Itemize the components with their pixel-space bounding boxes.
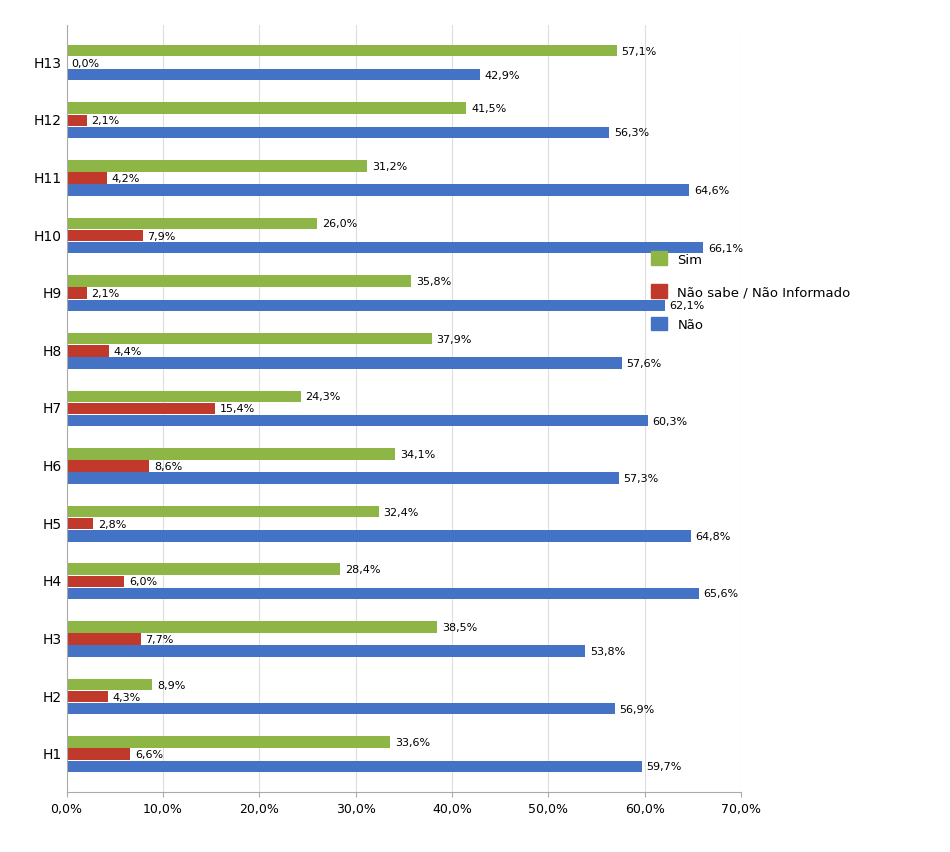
Text: 59,7%: 59,7% <box>647 762 682 771</box>
Bar <box>66 506 379 518</box>
Text: 0,0%: 0,0% <box>71 59 100 68</box>
Text: 4,3%: 4,3% <box>113 692 141 702</box>
Bar <box>66 564 340 575</box>
Bar <box>66 333 431 345</box>
Text: 53,8%: 53,8% <box>590 647 625 656</box>
Text: 4,2%: 4,2% <box>112 174 141 184</box>
Bar <box>66 115 86 127</box>
Text: 65,6%: 65,6% <box>703 589 738 599</box>
Text: 57,1%: 57,1% <box>621 47 656 56</box>
Text: 2,1%: 2,1% <box>91 116 120 126</box>
Text: 56,3%: 56,3% <box>614 128 649 138</box>
Bar <box>66 449 395 460</box>
Bar <box>66 403 215 415</box>
Text: 8,6%: 8,6% <box>154 462 182 471</box>
Bar <box>66 749 130 760</box>
Text: 37,9%: 37,9% <box>436 334 472 344</box>
Bar <box>66 576 124 587</box>
Bar <box>66 588 698 600</box>
Bar <box>66 646 585 657</box>
Legend: Sim, Não sabe / Não Informado, Não: Sim, Não sabe / Não Informado, Não <box>646 247 856 337</box>
Bar <box>66 415 648 427</box>
Bar <box>66 300 665 312</box>
Text: 62,1%: 62,1% <box>670 301 705 311</box>
Bar <box>66 473 618 485</box>
Text: 2,1%: 2,1% <box>91 289 120 299</box>
Text: 31,2%: 31,2% <box>372 162 408 171</box>
Text: 56,9%: 56,9% <box>619 704 655 714</box>
Text: 66,1%: 66,1% <box>709 244 743 253</box>
Bar <box>66 703 615 715</box>
Text: 7,7%: 7,7% <box>145 634 174 644</box>
Bar <box>66 288 86 300</box>
Bar <box>66 346 109 357</box>
Text: 6,0%: 6,0% <box>129 577 158 587</box>
Bar <box>66 518 93 530</box>
Bar <box>66 679 152 690</box>
Text: 26,0%: 26,0% <box>322 219 357 229</box>
Bar <box>66 161 367 172</box>
Text: 6,6%: 6,6% <box>135 750 163 759</box>
Bar <box>66 103 466 115</box>
Bar <box>66 736 390 748</box>
Text: 57,3%: 57,3% <box>623 474 658 484</box>
Bar <box>66 128 609 139</box>
Text: 64,8%: 64,8% <box>695 531 732 541</box>
Bar <box>66 276 411 287</box>
Bar <box>66 531 691 542</box>
Text: 33,6%: 33,6% <box>395 737 430 747</box>
Text: 32,4%: 32,4% <box>384 507 419 517</box>
Text: 41,5%: 41,5% <box>471 104 506 114</box>
Bar <box>66 185 689 197</box>
Text: 24,3%: 24,3% <box>306 392 341 402</box>
Text: 15,4%: 15,4% <box>219 404 255 414</box>
Text: 35,8%: 35,8% <box>416 277 451 287</box>
Bar <box>66 46 617 57</box>
Bar <box>66 173 107 184</box>
Text: 2,8%: 2,8% <box>98 519 126 529</box>
Text: 4,4%: 4,4% <box>114 347 142 356</box>
Text: 28,4%: 28,4% <box>345 565 380 574</box>
Text: 64,6%: 64,6% <box>694 186 729 196</box>
Text: 42,9%: 42,9% <box>484 71 521 81</box>
Bar <box>66 391 300 403</box>
Text: 8,9%: 8,9% <box>157 680 185 690</box>
Text: 34,1%: 34,1% <box>400 450 435 459</box>
Bar <box>66 231 142 242</box>
Bar <box>66 621 437 633</box>
Bar <box>66 70 480 82</box>
Bar <box>66 218 317 230</box>
Bar <box>66 761 642 772</box>
Bar <box>66 691 108 703</box>
Bar <box>66 243 703 254</box>
Text: 38,5%: 38,5% <box>443 622 478 632</box>
Bar <box>66 634 141 645</box>
Text: 57,6%: 57,6% <box>626 359 661 368</box>
Text: 60,3%: 60,3% <box>653 416 688 426</box>
Bar <box>66 358 621 369</box>
Bar <box>66 461 149 472</box>
Text: 7,9%: 7,9% <box>147 231 176 241</box>
